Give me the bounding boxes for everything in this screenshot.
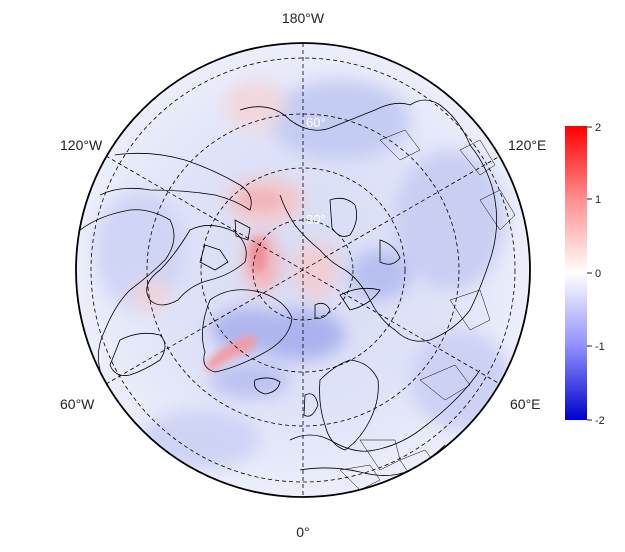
alaska-outline — [99, 152, 252, 211]
graticule — [90, 43, 516, 497]
anomaly-field — [76, 43, 530, 497]
colorbar: 2 1 0 -1 -2 — [565, 122, 605, 427]
lat-label-outer: 60° — [306, 115, 326, 130]
canadian-archipelago-outline — [146, 225, 247, 306]
map-boundary — [75, 42, 531, 498]
europe-outline — [289, 369, 481, 452]
iceland-outline — [254, 377, 281, 395]
coastlines — [79, 99, 498, 476]
lat-circle-80 — [252, 219, 354, 321]
lon-label-lower-left: 60°W — [60, 396, 95, 412]
lat-circle-50 — [90, 57, 516, 483]
lon-label-lower-right: 60°E — [510, 396, 541, 412]
lat-label-inner: 80° — [306, 212, 326, 227]
meridian-120w-60e — [105, 155, 501, 385]
colorbar-tick-neg1: -1 — [595, 341, 605, 353]
lon-label-bottom: 0° — [296, 524, 309, 540]
colorbar-gradient — [565, 126, 587, 420]
lon-label-top: 180°W — [282, 10, 325, 26]
colorbar-tick-neg2: -2 — [595, 415, 605, 427]
lon-label-upper-right: 120°E — [508, 137, 546, 153]
colorbar-tick-2: 2 — [595, 122, 601, 134]
north-america-outline — [79, 209, 175, 376]
colorbar-tick-0: 0 — [595, 268, 601, 280]
greenland-outline — [202, 289, 293, 373]
lat-circle-60 — [146, 113, 460, 427]
scandinavia-outline — [319, 359, 379, 451]
lat-circle-70 — [200, 167, 406, 373]
siberia-outline — [239, 99, 498, 342]
colorbar-tick-1: 1 — [595, 194, 601, 206]
lon-label-upper-left: 120°W — [60, 137, 103, 153]
